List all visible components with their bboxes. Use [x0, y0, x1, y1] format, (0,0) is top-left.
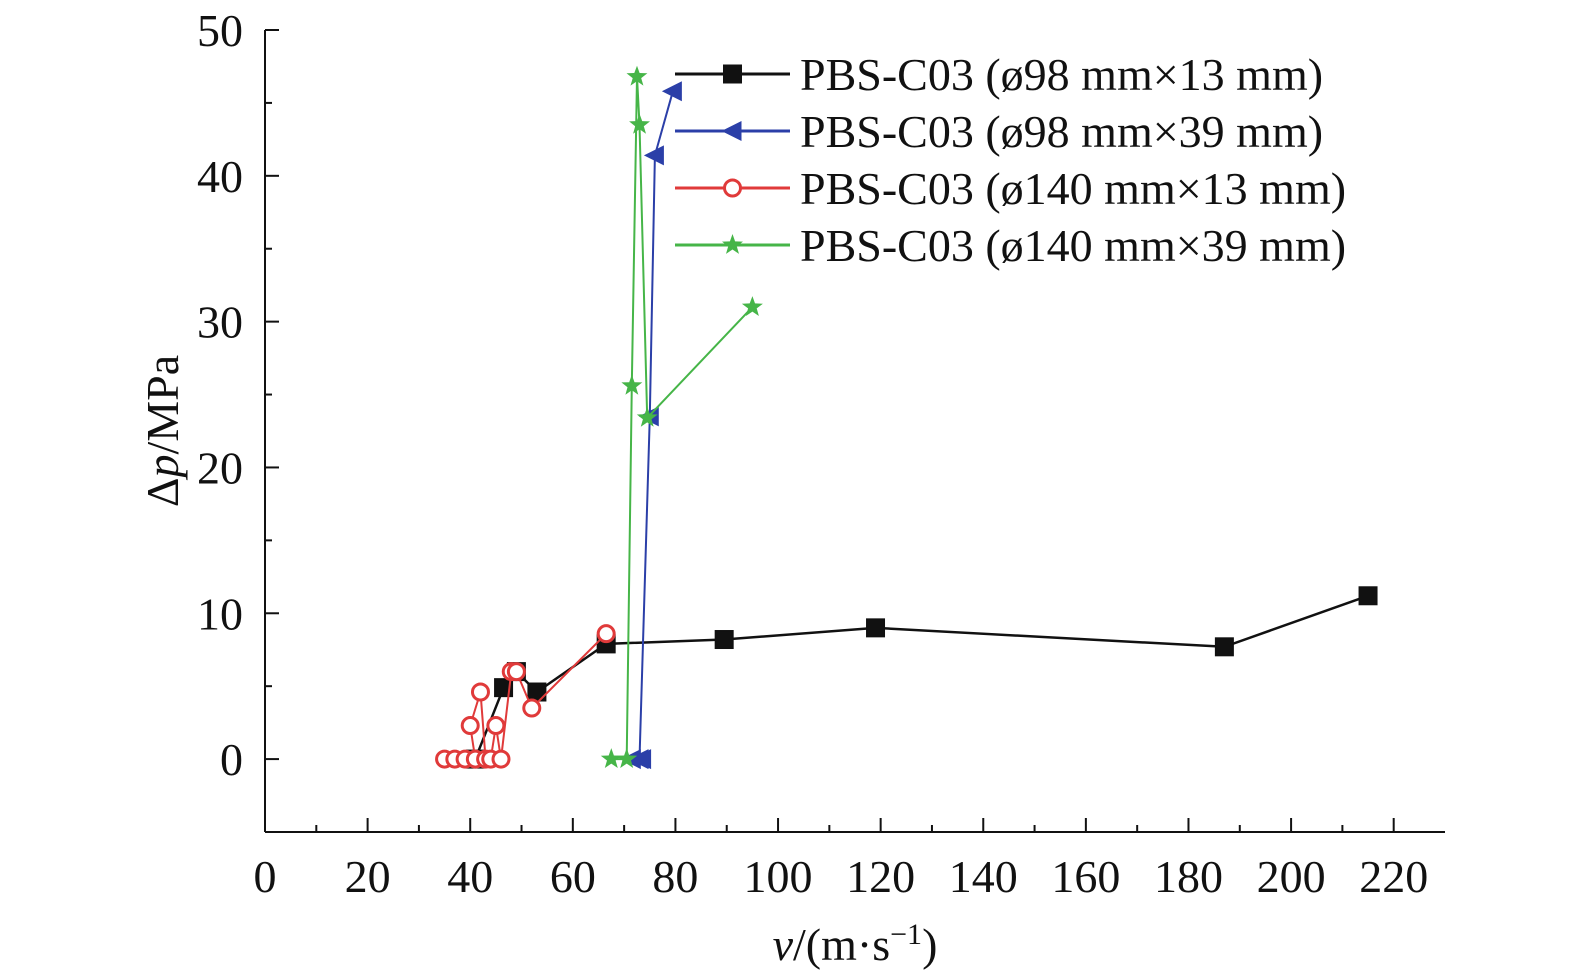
data-point [486, 716, 506, 736]
data-point [596, 624, 616, 644]
x-tick-label: 220 [1359, 851, 1428, 902]
data-point [460, 716, 480, 736]
series-line [474, 594, 1369, 760]
x-tick-label: 100 [744, 851, 813, 902]
legend-entry-3: PBS-C03 (ø140 mm×13 mm) [675, 163, 1346, 214]
legend-entry-2: PBS-C03 (ø98 mm×39 mm) [675, 106, 1323, 157]
legend-label: PBS-C03 (ø140 mm×13 mm) [800, 163, 1346, 214]
x-tick-label: 160 [1051, 851, 1120, 902]
data-point [636, 406, 658, 427]
legend-marker [723, 178, 742, 198]
y-tick-label: 10 [197, 588, 243, 639]
y-axis-title: Δp/MPa [137, 355, 188, 507]
data-point [527, 682, 547, 702]
x-tick-label: 0 [254, 851, 277, 902]
y-tick-label: 30 [197, 297, 243, 348]
series-1 [465, 586, 1378, 769]
data-point [522, 698, 542, 718]
series-3 [435, 624, 616, 769]
legend-marker [723, 64, 742, 84]
data-point [714, 630, 734, 650]
x-tick-label: 80 [652, 851, 698, 902]
data-point [629, 113, 650, 134]
legend-label: PBS-C03 (ø98 mm×13 mm) [800, 49, 1323, 100]
legend-label: PBS-C03 (ø98 mm×39 mm) [800, 106, 1323, 157]
legend-marker [721, 121, 742, 141]
data-point [1358, 586, 1378, 606]
legend-entry-1: PBS-C03 (ø98 mm×13 mm) [675, 49, 1323, 100]
data-point [616, 748, 638, 768]
legend-label: PBS-C03 (ø140 mm×39 mm) [800, 220, 1346, 271]
data-point [643, 145, 664, 166]
y-tick-label: 40 [197, 151, 243, 202]
axes: 0 20 40 60 80 100 120 140 160 180 200 220 0 10 20 30 40 5… [197, 5, 1445, 902]
data-point [1214, 637, 1234, 657]
data-point [661, 81, 682, 102]
legend-marker [722, 234, 743, 254]
series-4 [600, 65, 763, 768]
x-axis-title: v/(m·s−1) [773, 918, 938, 971]
data-point [626, 65, 648, 86]
x-tick-label: 180 [1154, 851, 1223, 902]
y-tick-label: 50 [197, 5, 243, 56]
x-tick-label: 200 [1257, 851, 1326, 902]
data-point [506, 662, 526, 682]
x-tick-label: 40 [447, 851, 493, 902]
series-layer [435, 65, 1378, 770]
x-tick-label: 60 [550, 851, 596, 902]
x-tick-label: 140 [949, 851, 1018, 902]
series-line [444, 632, 607, 761]
data-point [628, 749, 649, 770]
data-point [741, 296, 763, 316]
x-tick-label: 120 [846, 851, 915, 902]
data-point [621, 374, 643, 395]
x-tick-label: 20 [345, 851, 391, 902]
legend: PBS-C03 (ø98 mm×13 mm) PBS-C03 (ø98 mm×39… [675, 49, 1346, 271]
data-point [866, 618, 886, 638]
data-point [600, 748, 622, 768]
data-point [491, 749, 511, 769]
legend-entry-4: PBS-C03 (ø140 mm×39 mm) [675, 220, 1346, 271]
y-tick-label: 0 [220, 734, 243, 785]
y-tick-label: 20 [197, 442, 243, 493]
data-point [470, 682, 490, 702]
